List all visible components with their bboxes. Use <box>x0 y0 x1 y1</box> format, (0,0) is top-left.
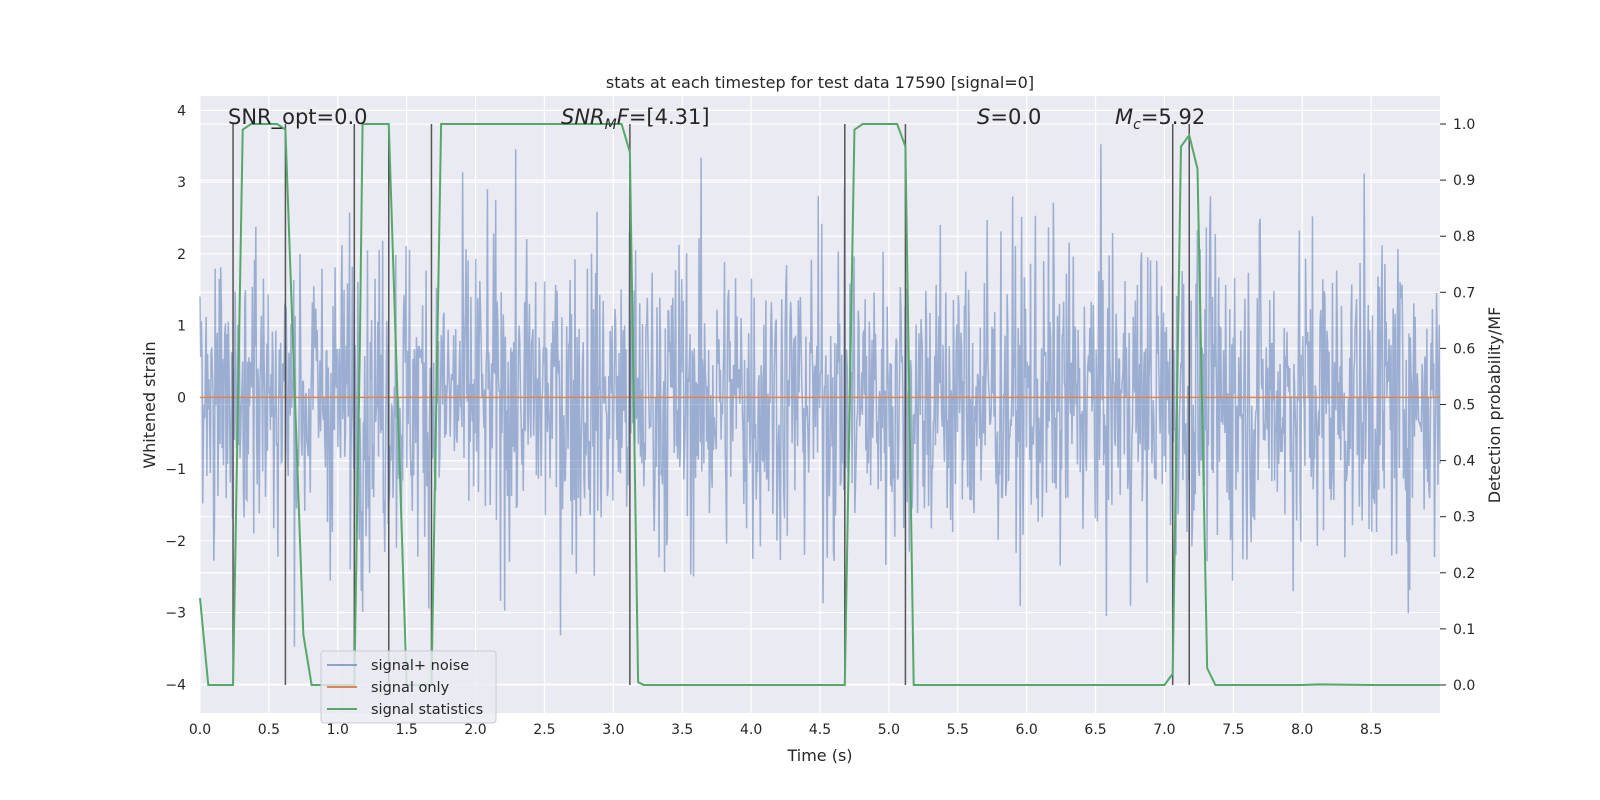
y2-axis-label: Detection probability/MF <box>1485 307 1504 504</box>
x-tick-label: 4.5 <box>809 722 831 738</box>
x-tick-label: 0.0 <box>189 722 211 738</box>
y2-tick-label: 0.6 <box>1453 341 1475 357</box>
y2-tick-label: 0.5 <box>1453 398 1475 414</box>
x-tick-label: 0.5 <box>258 722 280 738</box>
x-tick-label: 6.5 <box>1084 722 1106 738</box>
x-tick-label: 6.0 <box>1016 722 1038 738</box>
y2-tick-label: 0.8 <box>1453 229 1475 245</box>
x-tick-label: 8.5 <box>1360 722 1382 738</box>
y2-tick-label: 1.0 <box>1453 117 1475 133</box>
y-tick-label: 4 <box>177 103 186 119</box>
x-tick-label: 2.0 <box>464 722 486 738</box>
x-tick-label: 1.5 <box>396 722 418 738</box>
x-tick-label: 3.0 <box>602 722 624 738</box>
x-tick-label: 8.0 <box>1291 722 1313 738</box>
x-axis-label: Time (s) <box>786 746 852 765</box>
annotation-snr-mf-rest-italic: F <box>617 105 630 129</box>
x-tick-labels: 0.0 0.5 1.0 1.5 2.0 2.5 3.0 3.5 4.0 4.5 5.0 5.5 6.0 6… <box>189 722 1382 738</box>
y2-tick-label: 0.9 <box>1453 173 1475 189</box>
y-tick-label: 1 <box>177 319 186 335</box>
x-tick-label: 3.5 <box>671 722 693 738</box>
legend: signal+ noise signal only signal statist… <box>320 650 497 724</box>
y-tick-label: 3 <box>177 175 186 191</box>
annotation-snr-mf-sub: M <box>605 117 617 133</box>
legend-box <box>320 650 497 724</box>
y-tick-label: 2 <box>177 247 186 263</box>
y2-tick-label: 0.1 <box>1453 622 1475 638</box>
y2-tick-label: 0.0 <box>1453 678 1475 694</box>
signal-statistics-series <box>199 123 1440 686</box>
y-tick-label: 0 <box>177 390 186 406</box>
noise-line <box>199 144 1441 647</box>
y-tick-labels: −4 −3 −2 −1 0 1 2 3 4 <box>165 103 186 693</box>
y2-tick-labels: 0.0 0.1 0.2 0.3 0.4 0.5 0.6 0.7 0.8 0.9 1.0 <box>1440 117 1475 694</box>
annotation-mc-base: M <box>1115 105 1133 129</box>
x-tick-label: 7.5 <box>1222 722 1244 738</box>
signal-statistics-line <box>199 123 1440 686</box>
x-tick-label: 4.0 <box>740 722 762 738</box>
y2-tick-label: 0.4 <box>1453 454 1475 470</box>
y2-tick-label: 0.2 <box>1453 566 1475 582</box>
annotation-s-symbol: S <box>977 105 990 129</box>
annotation-snr-mf-rest: =[4.31] <box>629 105 710 129</box>
chart-title: stats at each timestep for test data 175… <box>606 73 1034 92</box>
legend-label-noise: signal+ noise <box>371 658 469 674</box>
x-tick-label: 5.0 <box>878 722 900 738</box>
annotation-s-value: =0.0 <box>990 105 1041 129</box>
noise-series <box>199 144 1441 647</box>
annotation-snr-mf: SNRMF=[4.31] <box>561 105 710 133</box>
y-tick-label: −1 <box>165 462 186 478</box>
y2-tick-label: 0.7 <box>1453 285 1475 301</box>
y2-tick-label: 0.3 <box>1453 510 1475 526</box>
annotation-s: S=0.0 <box>977 105 1041 129</box>
annotation-snr-opt: SNR_opt=0.0 <box>228 105 368 130</box>
annotation-snr-mf-base: SNR <box>561 105 605 129</box>
annotation-mc: Mc=5.92 <box>1115 105 1205 133</box>
x-tick-label: 2.5 <box>533 722 555 738</box>
y-tick-label: −4 <box>165 677 186 693</box>
annotation-mc-value: =5.92 <box>1141 105 1205 129</box>
vertical-markers <box>232 124 1190 685</box>
x-tick-label: 7.0 <box>1153 722 1175 738</box>
legend-label-stats: signal statistics <box>371 702 483 718</box>
x-tick-label: 1.0 <box>327 722 349 738</box>
annotation-mc-sub: c <box>1133 117 1141 133</box>
y-tick-label: −3 <box>165 606 186 622</box>
y-axis-label: Whitened strain <box>140 341 159 468</box>
legend-label-signal: signal only <box>371 680 450 696</box>
y-tick-label: −2 <box>165 534 186 550</box>
x-tick-label: 5.5 <box>947 722 969 738</box>
